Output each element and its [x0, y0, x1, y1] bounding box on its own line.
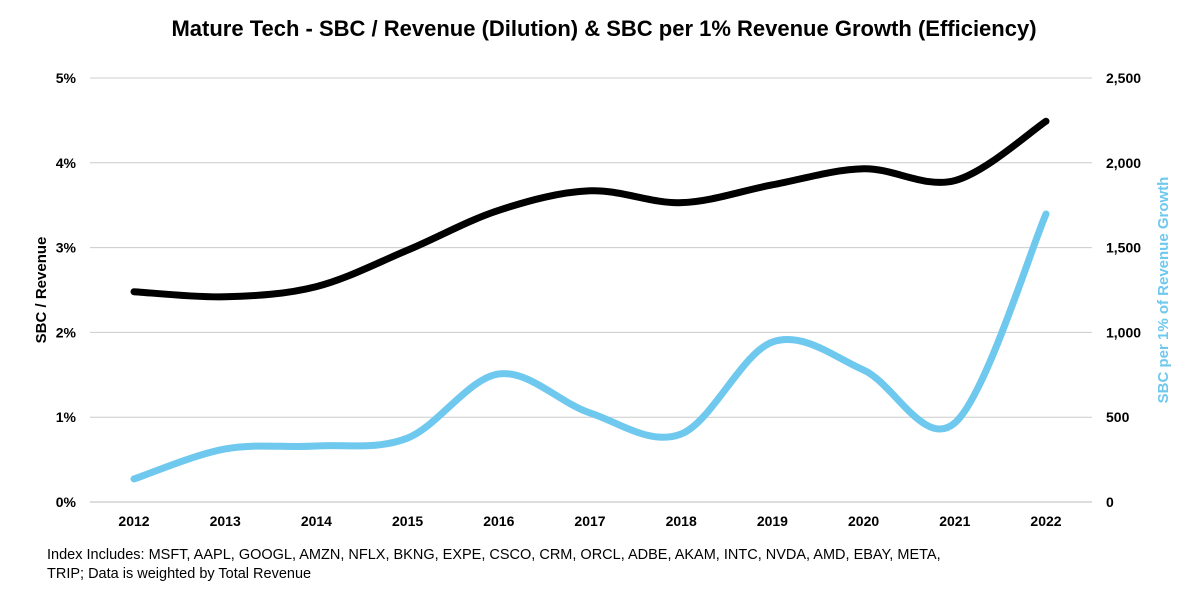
x-tick-label: 2014	[301, 513, 332, 529]
y-tick-label: 0%	[56, 494, 77, 510]
y2-tick-label: 0	[1106, 494, 1114, 510]
x-tick-label: 2020	[848, 513, 879, 529]
x-tick-label: 2015	[392, 513, 423, 529]
y2-axis-label: SBC per 1% of Revenue Growth	[1155, 177, 1172, 404]
series-line-sbc-per-growth	[130, 210, 1050, 483]
x-tick-label: 2013	[210, 513, 241, 529]
y-tick-label: 4%	[56, 155, 77, 171]
footnote: Index Includes: MSFT, AAPL, GOOGL, AMZN,…	[47, 547, 941, 582]
x-tick-label: 2021	[939, 513, 970, 529]
x-tick-label: 2018	[666, 513, 697, 529]
series-line-sbc-revenue	[130, 117, 1050, 301]
y-tick-label: 1%	[56, 409, 77, 425]
y-tick-label: 3%	[56, 240, 77, 256]
x-tick-label: 2017	[574, 513, 605, 529]
y2-tick-label: 1,000	[1106, 324, 1141, 340]
y2-tick-label: 2,000	[1106, 155, 1141, 171]
y-tick-label: 5%	[56, 70, 77, 86]
y2-tick-label: 500	[1106, 409, 1130, 425]
x-tick-label: 2019	[757, 513, 788, 529]
y-tick-label: 2%	[56, 324, 77, 340]
y-axis-label: SBC / Revenue	[33, 237, 50, 344]
chart-title: Mature Tech - SBC / Revenue (Dilution) &…	[171, 16, 1036, 41]
x-tick-label: 2022	[1030, 513, 1061, 529]
y2-tick-label: 1,500	[1106, 240, 1141, 256]
x-tick-label: 2012	[118, 513, 149, 529]
y2-tick-label: 2,500	[1106, 70, 1141, 86]
x-tick-label: 2016	[483, 513, 514, 529]
